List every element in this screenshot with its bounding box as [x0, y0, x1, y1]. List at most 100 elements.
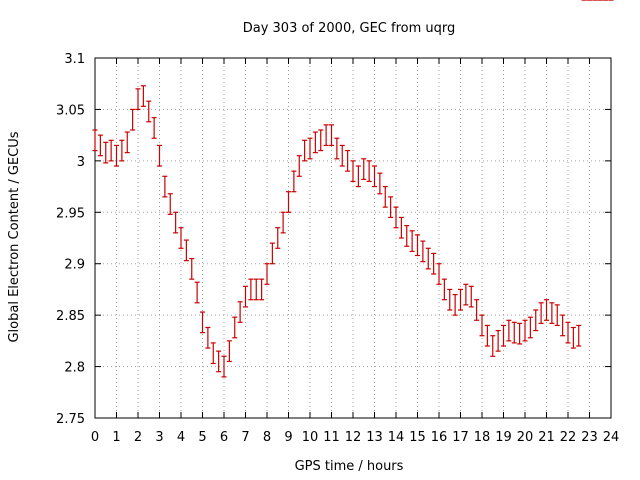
data-point [565, 321, 571, 344]
data-point [264, 263, 270, 285]
x-tick-label: 22 [560, 430, 577, 445]
x-tick-label: 8 [263, 430, 271, 445]
x-tick-label: 11 [323, 430, 340, 445]
data-point [259, 278, 265, 301]
data-point [452, 293, 458, 316]
data-point [302, 139, 308, 162]
data-point [130, 108, 136, 131]
data-point [490, 335, 496, 357]
data-point [393, 206, 399, 229]
data-point [570, 326, 576, 349]
data-point [554, 304, 560, 327]
x-tick-label: 20 [517, 430, 534, 445]
data-point [436, 263, 442, 285]
data-point [269, 242, 275, 265]
x-tick-label: 10 [302, 430, 319, 445]
data-point [345, 149, 351, 172]
data-point [527, 316, 533, 339]
data-point [377, 172, 383, 195]
data-point [388, 196, 394, 219]
data-point [458, 288, 463, 311]
y-axis-label: Global Electron Content / GECUs [7, 131, 22, 342]
data-point [506, 319, 512, 342]
x-tick-label: 12 [345, 430, 362, 445]
data-point [189, 257, 195, 280]
data-point [140, 85, 146, 107]
data-point [382, 185, 388, 208]
grid [95, 58, 611, 418]
data-point [463, 283, 469, 306]
x-tick-label: 3 [155, 430, 163, 445]
data-point [296, 155, 302, 177]
x-tick-label: 9 [284, 430, 292, 445]
y-tick-label: 2.75 [56, 412, 85, 427]
data-point [92, 129, 98, 152]
data-point [173, 211, 179, 234]
data-point [286, 191, 291, 213]
x-tick-label: 17 [452, 430, 469, 445]
x-tick-label: 16 [431, 430, 448, 445]
x-axis-label: GPS time / hours [295, 459, 404, 474]
data-point [108, 139, 114, 162]
data-point [409, 230, 415, 252]
data-point [479, 314, 485, 337]
data-point [501, 324, 506, 347]
x-tick-label: 2 [134, 430, 142, 445]
data-point [538, 302, 544, 324]
data-point [560, 314, 566, 337]
data-point [474, 299, 480, 321]
data-point [135, 88, 141, 111]
data-point [576, 324, 582, 347]
data-point [200, 311, 205, 334]
data-point [415, 234, 420, 257]
data-point [468, 285, 474, 308]
data-point [183, 239, 189, 262]
y-tick-label: 3 [77, 155, 85, 170]
x-tick-label: 0 [91, 430, 99, 445]
plot-frame [94, 57, 612, 419]
data-point [151, 117, 157, 139]
x-tick-label: 6 [220, 430, 228, 445]
data-point [533, 309, 539, 332]
data-point [318, 129, 324, 152]
data-point [103, 141, 109, 164]
data-point [361, 158, 367, 180]
x-tick-label: 18 [474, 430, 491, 445]
data-point [237, 301, 243, 323]
data-point [398, 216, 404, 239]
data-point [97, 134, 103, 157]
data-point [119, 139, 125, 162]
x-tick-label: 24 [603, 430, 620, 445]
data-point [275, 227, 281, 249]
data-point [511, 321, 517, 344]
x-tick-label: 4 [177, 430, 185, 445]
data-point [248, 278, 254, 301]
x-tick-label: 14 [388, 430, 405, 445]
data-point [216, 350, 222, 373]
data-point [420, 240, 426, 263]
data-point [210, 342, 216, 365]
data-point [329, 124, 334, 147]
y-tick-label: 2.9 [64, 258, 85, 273]
data-point [114, 144, 119, 167]
data-point [404, 225, 410, 247]
data-point [495, 329, 501, 352]
data-point [226, 340, 232, 363]
x-tick-label: 23 [581, 430, 598, 445]
data-point [544, 299, 549, 321]
chart-title: Day 303 of 2000, GEC from uqrg [243, 21, 456, 36]
x-tick-label: 5 [198, 430, 206, 445]
data-point [323, 124, 329, 147]
data-point [124, 131, 130, 154]
data-point [243, 285, 248, 308]
x-tick-label: 21 [538, 430, 555, 445]
data-point [221, 355, 227, 378]
data-point [307, 137, 313, 160]
data-point [162, 175, 168, 198]
y-tick-label: 3.05 [56, 103, 85, 118]
y-tick-label: 2.85 [56, 309, 85, 324]
data-point [522, 319, 528, 342]
data-point [339, 144, 345, 167]
x-tick-label: 1 [112, 430, 120, 445]
